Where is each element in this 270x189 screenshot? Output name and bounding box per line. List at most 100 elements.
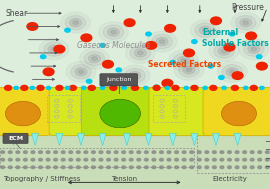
Circle shape	[228, 158, 231, 161]
Circle shape	[114, 158, 118, 161]
Circle shape	[46, 166, 50, 169]
Circle shape	[250, 151, 254, 153]
Circle shape	[230, 32, 235, 36]
Circle shape	[111, 30, 116, 34]
Circle shape	[131, 85, 139, 90]
Circle shape	[190, 166, 194, 169]
Circle shape	[217, 61, 247, 82]
Polygon shape	[212, 133, 220, 146]
Circle shape	[116, 68, 122, 72]
Text: External
Soluble Factors: External Soluble Factors	[202, 28, 269, 48]
Circle shape	[183, 66, 195, 74]
FancyBboxPatch shape	[3, 133, 28, 143]
FancyBboxPatch shape	[149, 87, 213, 136]
Circle shape	[167, 151, 171, 153]
Circle shape	[175, 151, 178, 153]
Circle shape	[144, 151, 148, 153]
Circle shape	[99, 22, 128, 43]
Circle shape	[116, 76, 127, 83]
Circle shape	[70, 19, 82, 27]
Circle shape	[122, 166, 126, 169]
Circle shape	[75, 68, 87, 76]
Circle shape	[137, 166, 141, 169]
Circle shape	[178, 56, 190, 65]
Circle shape	[240, 19, 252, 27]
Circle shape	[144, 86, 148, 89]
FancyBboxPatch shape	[49, 87, 113, 136]
Circle shape	[31, 166, 35, 169]
Circle shape	[1, 151, 5, 153]
Circle shape	[222, 86, 226, 89]
Circle shape	[230, 70, 235, 74]
Text: ECM: ECM	[8, 136, 23, 141]
Circle shape	[16, 166, 20, 169]
Circle shape	[205, 151, 209, 153]
Circle shape	[243, 166, 247, 169]
Circle shape	[129, 158, 133, 161]
Circle shape	[69, 166, 73, 169]
Circle shape	[260, 86, 264, 89]
Circle shape	[88, 85, 95, 90]
Circle shape	[114, 166, 118, 169]
Circle shape	[92, 151, 95, 153]
Circle shape	[224, 43, 235, 51]
Polygon shape	[169, 133, 176, 146]
Circle shape	[78, 70, 84, 74]
Text: Gaseous Molecules: Gaseous Molecules	[77, 41, 150, 50]
Circle shape	[54, 158, 58, 161]
Circle shape	[152, 158, 156, 161]
Polygon shape	[10, 133, 17, 146]
Circle shape	[258, 166, 262, 169]
Circle shape	[14, 86, 18, 89]
Circle shape	[174, 60, 204, 80]
Circle shape	[39, 151, 42, 153]
Circle shape	[226, 68, 238, 76]
Circle shape	[130, 46, 151, 60]
Circle shape	[265, 166, 269, 169]
Circle shape	[152, 151, 156, 153]
Circle shape	[212, 158, 216, 161]
Circle shape	[209, 41, 239, 61]
Circle shape	[190, 151, 194, 153]
Circle shape	[212, 166, 216, 169]
Circle shape	[138, 51, 143, 55]
Circle shape	[220, 151, 224, 153]
Circle shape	[244, 42, 264, 56]
Circle shape	[191, 85, 198, 90]
Circle shape	[184, 49, 194, 57]
Circle shape	[210, 85, 217, 90]
Circle shape	[76, 166, 80, 169]
Circle shape	[195, 23, 215, 37]
Circle shape	[1, 166, 5, 169]
Circle shape	[124, 19, 135, 26]
Circle shape	[144, 158, 148, 161]
Circle shape	[46, 158, 50, 161]
Circle shape	[243, 158, 247, 161]
Circle shape	[51, 47, 57, 51]
Circle shape	[250, 158, 254, 161]
Circle shape	[100, 99, 140, 128]
Circle shape	[23, 158, 27, 161]
Circle shape	[214, 44, 234, 58]
Circle shape	[146, 32, 151, 36]
Polygon shape	[99, 133, 106, 146]
Circle shape	[44, 42, 64, 56]
Circle shape	[48, 45, 60, 53]
Circle shape	[221, 49, 227, 53]
Polygon shape	[77, 133, 85, 146]
Polygon shape	[32, 133, 39, 146]
Circle shape	[1, 158, 5, 161]
Circle shape	[8, 166, 12, 169]
Circle shape	[208, 64, 213, 68]
Polygon shape	[145, 133, 152, 146]
Circle shape	[175, 166, 178, 169]
Circle shape	[31, 158, 35, 161]
Circle shape	[205, 166, 209, 169]
Circle shape	[219, 76, 224, 79]
Circle shape	[167, 166, 171, 169]
Circle shape	[218, 47, 230, 55]
Circle shape	[258, 151, 262, 153]
Circle shape	[190, 20, 220, 41]
Circle shape	[39, 39, 69, 60]
Circle shape	[239, 39, 269, 60]
